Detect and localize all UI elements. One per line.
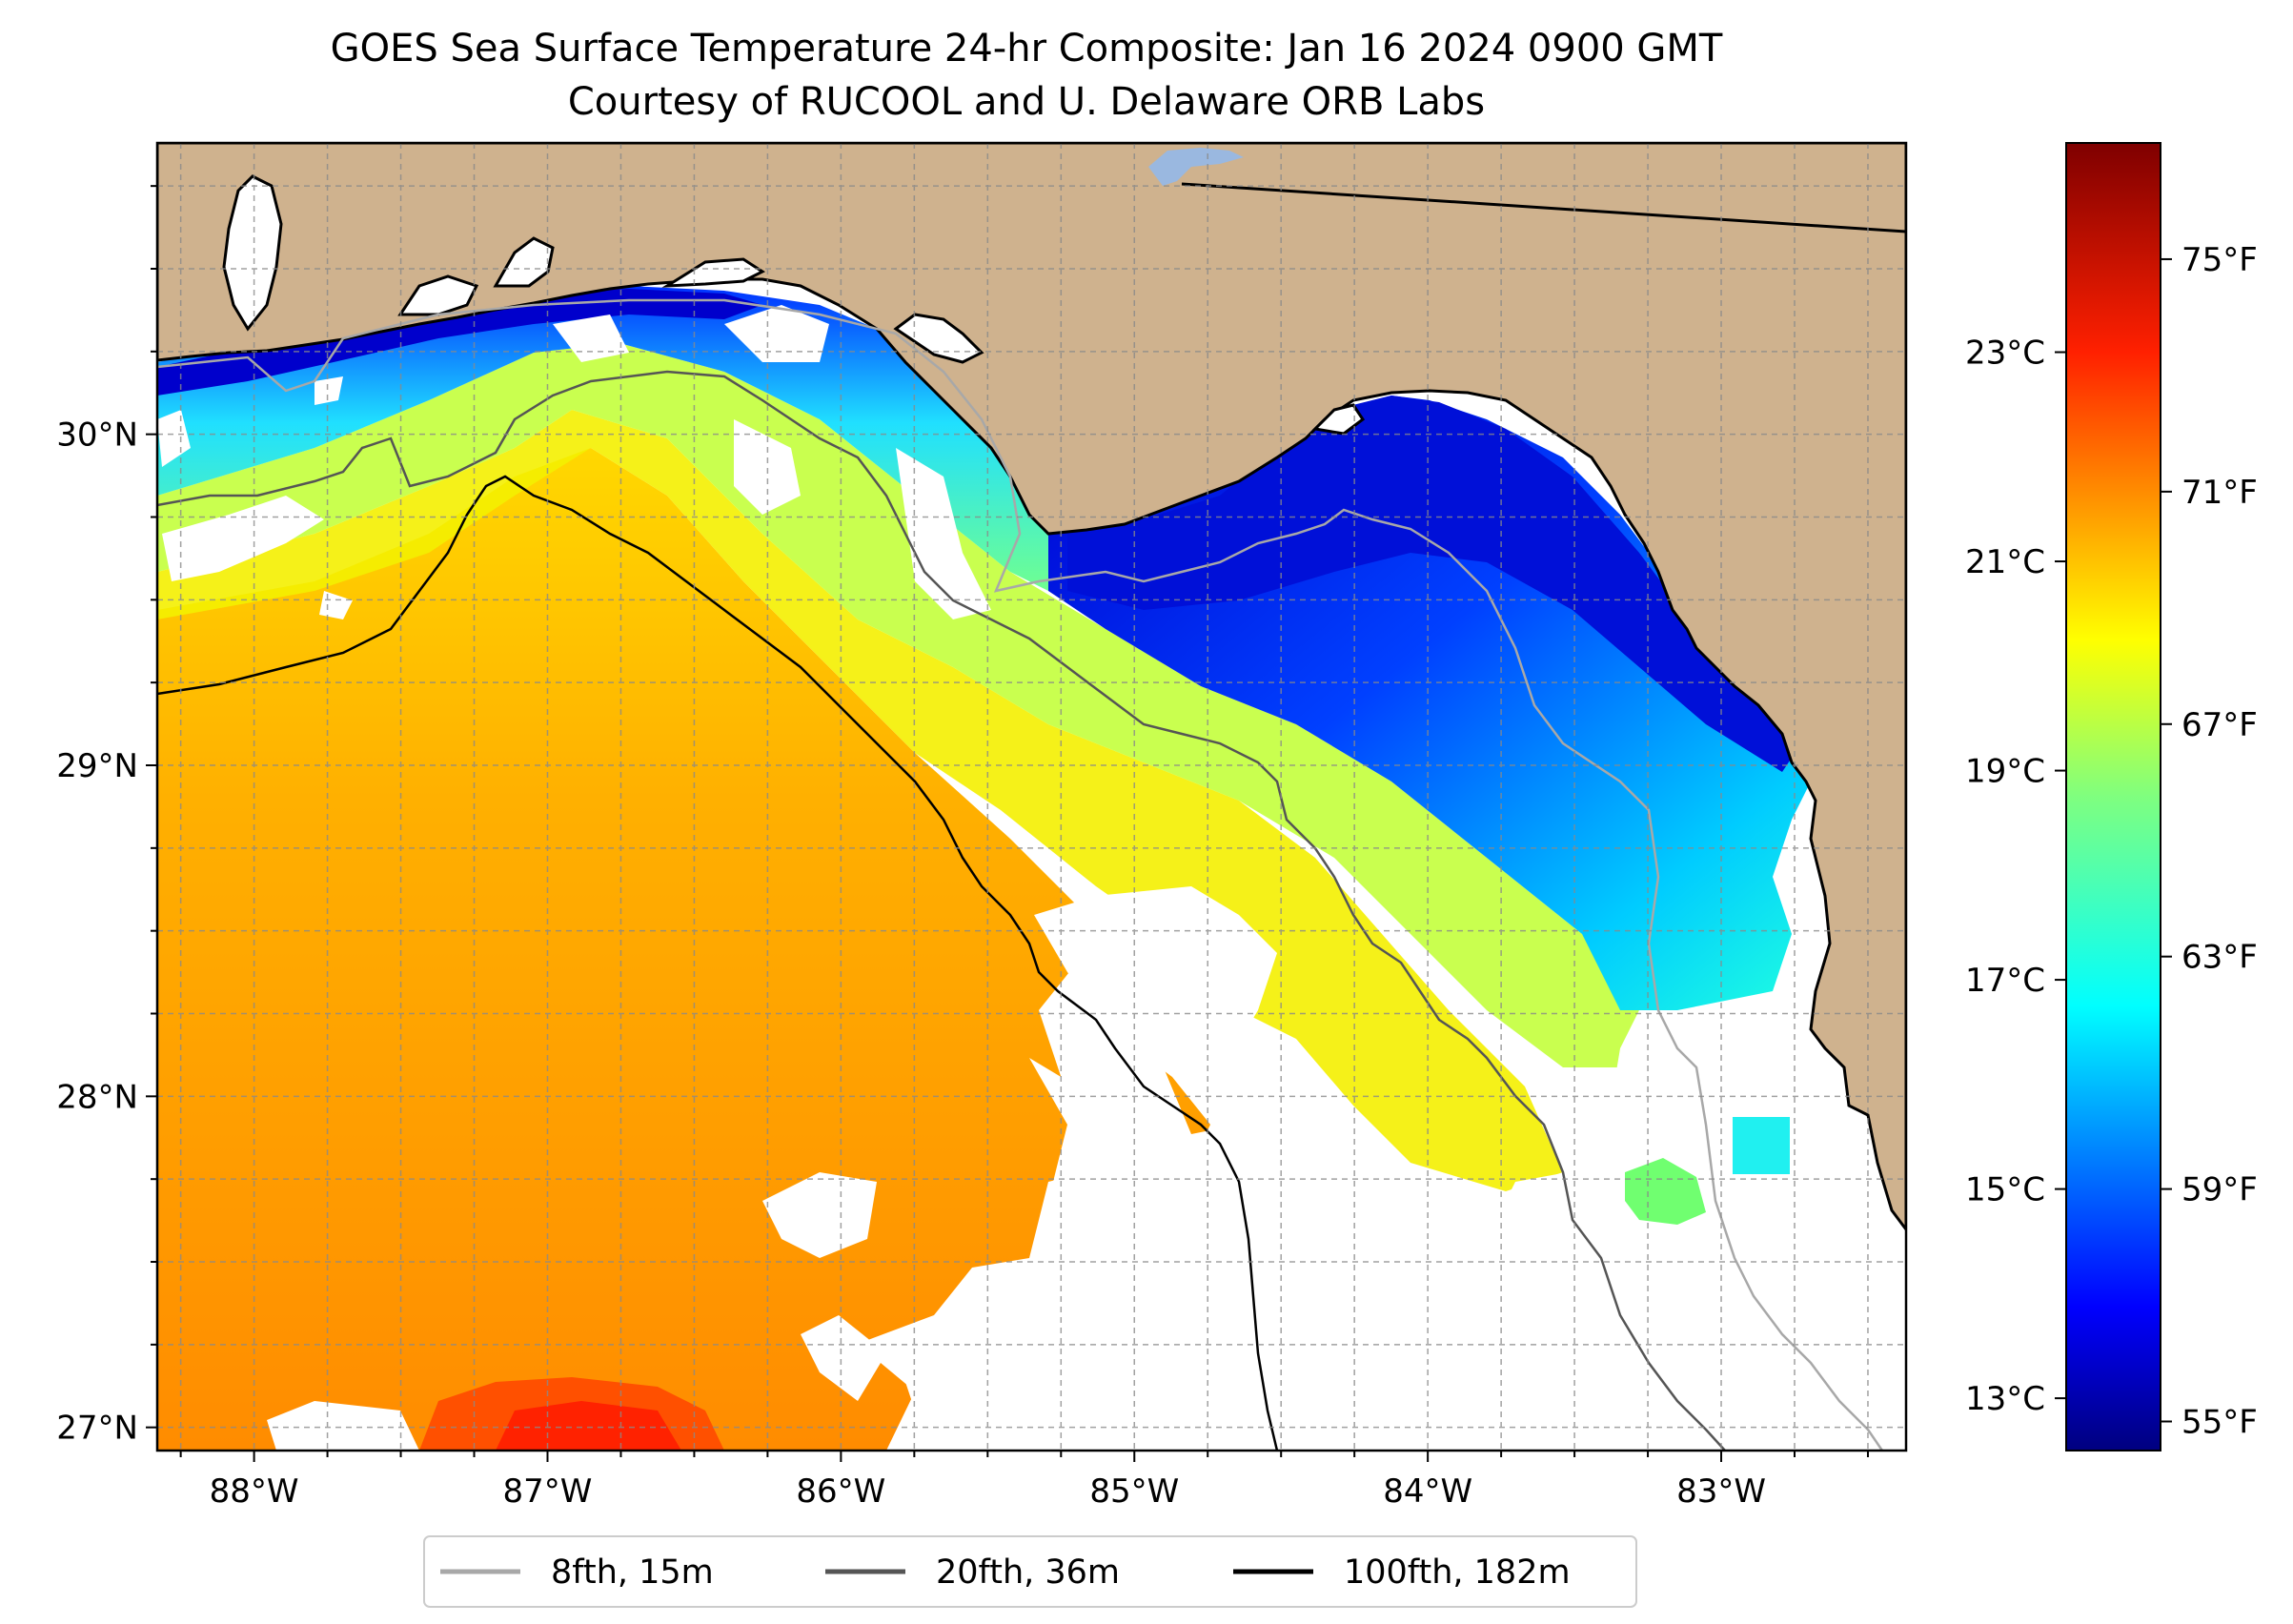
lat-axis: 27°N 28°N 29°N 30°N — [56, 185, 157, 1448]
sst-coldest-coast — [157, 289, 762, 396]
sst-warm-red-core — [496, 1401, 681, 1451]
sst-cold-north — [157, 286, 1048, 591]
legend-label-20fth: 20fth, 36m — [936, 1553, 1120, 1592]
contour-20fth — [157, 370, 1726, 1451]
sst-map — [157, 143, 1906, 1451]
legend: 8fth, 15m 20fth, 36m 100fth, 182m — [423, 1535, 1637, 1608]
sst-patch-green — [1625, 1158, 1706, 1225]
lon-tick-label: 87°W — [503, 1472, 593, 1511]
colorbar-f-tick-label: 63°F — [2181, 939, 2258, 977]
colorbar-fahrenheit-axis: 55°F 59°F 63°F 67°F 71°F 75°F — [2161, 241, 2258, 1442]
colorbar-c-tick-label: 13°C — [1965, 1380, 2045, 1418]
sst-warm-field — [157, 448, 1239, 1451]
colorbar-scale — [2065, 142, 2161, 1451]
colorbar-f-tick-label: 67°F — [2181, 706, 2258, 744]
colorbar-c-tick-label: 23°C — [1965, 335, 2045, 373]
colorbar: 55°F 59°F 63°F 67°F 71°F 75°F 13°C 15°C 17°C 19°… — [1965, 142, 2258, 1451]
colorbar-celsius-axis: 13°C 15°C 17°C 19°C 21°C 23°C — [1965, 335, 2066, 1418]
contour-100fth — [157, 475, 1279, 1451]
state-border — [1181, 182, 1906, 233]
colorbar-c-tick-label: 19°C — [1965, 753, 2045, 791]
sst-patch-cyan — [1733, 1117, 1790, 1174]
lake — [1148, 148, 1244, 186]
lat-tick-label: 30°N — [56, 416, 138, 455]
gridlines — [157, 143, 1906, 1451]
colorbar-f-tick-label: 59°F — [2181, 1171, 2258, 1209]
lon-axis: 88°W 87°W 86°W 85°W 84°W 83°W — [179, 1451, 1869, 1511]
colorbar-f-tick-label: 55°F — [2181, 1404, 2258, 1442]
lat-tick-label: 28°N — [56, 1078, 138, 1116]
sst-green-band — [157, 343, 1639, 1067]
colorbar-c-tick-label: 15°C — [1965, 1171, 2045, 1209]
sst-yellow-band — [157, 410, 1563, 1191]
lon-tick-label: 84°W — [1383, 1472, 1472, 1511]
map-frame — [155, 141, 1908, 1452]
lon-tick-label: 86°W — [796, 1472, 885, 1511]
bays — [222, 174, 1366, 436]
colorbar-f-tick-label: 75°F — [2181, 241, 2258, 279]
lon-tick-label: 88°W — [210, 1472, 299, 1511]
legend-label-100fth: 100fth, 182m — [1344, 1553, 1571, 1592]
map-subtitle: Courtesy of RUCOOL and U. Delaware ORB L… — [568, 80, 1485, 124]
lon-tick-label: 83°W — [1676, 1472, 1766, 1511]
colorbar-c-tick-label: 17°C — [1965, 962, 2045, 1000]
missing-data — [157, 305, 1792, 1451]
colorbar-f-tick-label: 71°F — [2181, 474, 2258, 512]
lat-tick-label: 29°N — [56, 747, 138, 785]
legend-label-8fth: 8fth, 15m — [551, 1553, 714, 1592]
colorbar-c-tick-label: 21°C — [1965, 543, 2045, 581]
map-title: GOES Sea Surface Temperature 24-hr Compo… — [331, 27, 1723, 71]
lon-tick-label: 85°W — [1089, 1472, 1179, 1511]
sst-coldest-bigbend — [1067, 396, 1801, 772]
lat-tick-label: 27°N — [56, 1410, 138, 1448]
legend-box — [423, 1535, 1637, 1608]
